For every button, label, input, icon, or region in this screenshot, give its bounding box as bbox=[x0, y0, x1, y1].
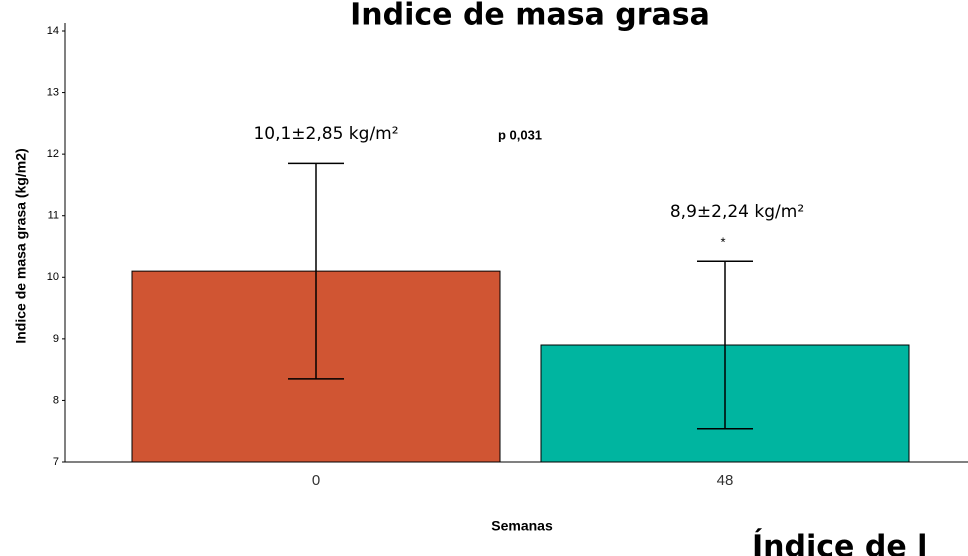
annotation: * bbox=[720, 234, 725, 249]
annotation: 8,9±2,24 kg/m² bbox=[670, 202, 804, 222]
y-tick-label: 9 bbox=[53, 333, 59, 345]
chart-title: Indice de masa grasa bbox=[350, 0, 710, 33]
y-tick-label: 13 bbox=[47, 86, 59, 98]
y-tick-label: 12 bbox=[47, 148, 59, 160]
y-tick-label: 11 bbox=[48, 210, 59, 222]
annotation: Índice de l bbox=[752, 529, 927, 556]
y-tick-label: 10 bbox=[47, 271, 59, 283]
y-axis-label: Indice de masa grasa (kg/m2) bbox=[13, 148, 29, 343]
x-axis-label: Semanas bbox=[491, 518, 553, 534]
y-tick-label: 8 bbox=[53, 394, 59, 406]
x-tick-label: 0 bbox=[312, 472, 320, 489]
y-tick-label: 7 bbox=[53, 456, 59, 468]
y-tick-label: 14 bbox=[47, 25, 59, 37]
annotation: 10,1±2,85 kg/m² bbox=[253, 124, 398, 144]
annotation: p 0,031 bbox=[498, 127, 542, 142]
x-tick-label: 48 bbox=[717, 472, 734, 489]
